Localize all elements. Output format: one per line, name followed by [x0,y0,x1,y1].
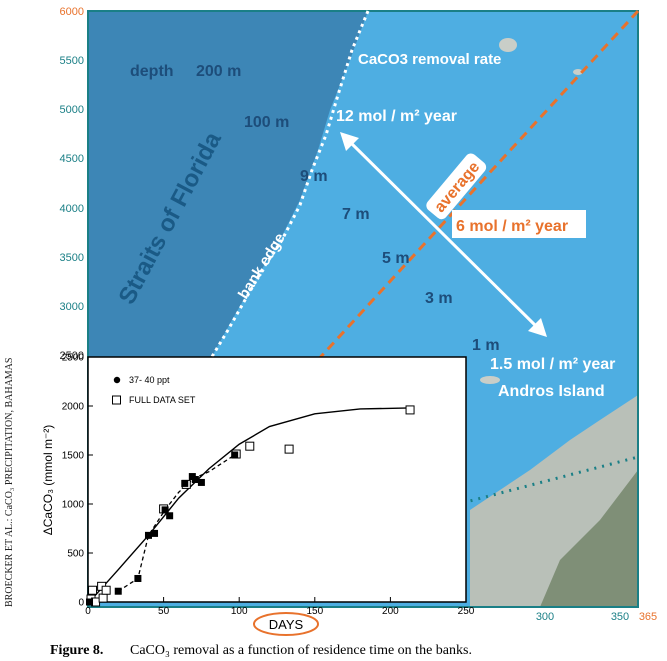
straits-deep-water [88,11,368,400]
small-island [573,69,583,75]
average-rate-label: 6 mol / m² year [456,218,568,235]
filled-square-point [191,476,199,483]
open-square-point [88,585,98,595]
y-tick-label: 1500 [62,451,85,462]
map-tick-label: 3000 [60,301,84,313]
x-tick-label: 150 [306,606,323,617]
legend: 37- 40 ppt FULL DATA SET [112,375,196,405]
y-tick-label: 0 [78,598,84,609]
depth-label: 100 m [244,114,289,131]
open-square-point [98,593,108,603]
removal-rate-title: CaCO3 removal rate [358,51,501,68]
filled-square-point [161,506,169,514]
figure-number: Figure 8. [50,643,103,658]
small-island [499,38,517,52]
map-tick-label: 3500 [60,252,84,264]
legend-series-2: FULL DATA SET [129,395,196,405]
side-citation: BROECKER ET AL.: CaCO₃ PRECIPITATION, BA… [4,358,15,607]
map-frame [87,10,639,608]
open-square-point [405,405,415,415]
filled-square-point [114,587,122,595]
filled-square-point [181,479,189,487]
figure-caption: CaCO₃ removal as a function of residence… [130,643,472,658]
dashed-fit-curve [117,454,236,592]
x-tick-label: 0 [85,606,91,617]
y-tick-label: 2000 [62,402,85,413]
open-square-point [101,585,111,595]
andros-island-label: Andros Island [498,383,605,400]
depth-label: 3 m [425,290,453,307]
depth-label: 5 m [382,250,410,267]
rate-high-label: 12 mol / m² year [336,108,457,125]
open-square-point [284,444,294,454]
arrow-head-up [340,132,359,151]
bank-edge-line [208,10,370,361]
map-tick-label: 4000 [60,203,84,215]
map-tick-label: 5000 [60,104,84,116]
y-tick-label: 500 [67,549,84,560]
filled-square-point [151,529,159,537]
average-rate-box: 6 mol / m² year [452,210,586,238]
filled-square-point [166,512,174,520]
map-tick-label: 350 [611,611,629,623]
plot-background [87,356,467,603]
map-tick-label: 300 [536,611,554,623]
map-left-axis: 6000 5500 5000 4500 4000 3500 3000 2500 [60,6,84,362]
gradient-arrow [344,136,542,332]
map-tick-label: 4500 [60,153,84,165]
filled-square-point [86,598,94,606]
arrow-head-down [528,318,547,337]
small-island [480,376,500,384]
rate-low-label: 1.5 mol / m² year [490,356,615,373]
filled-square-point [134,574,142,582]
depth-label: 1 m [472,337,500,354]
y-axis-label: ΔCaCO₃ (mmol m⁻²) [41,425,55,536]
depth-label: 7 m [342,206,370,223]
x-axis-label: DAYS [269,617,304,632]
y-tick-label: 1000 [62,500,85,511]
x-tick-label: 100 [231,606,248,617]
data-points [86,405,415,607]
map-tick-label: 2500 [60,350,84,362]
map-tick-label: 5500 [60,55,84,67]
depth-label: depth [130,63,174,80]
map-tick-label: 6000 [60,6,84,18]
map-bottom-axis: 300 350 365 [536,611,657,623]
fit-curve [90,407,411,601]
filled-square-point [231,451,239,459]
legend-marker-open [112,395,121,405]
legend-series-1: 37- 40 ppt [129,375,170,385]
depth-label: 9 m [300,168,328,185]
legend-marker-filled [113,376,121,384]
depth-label: 200 m [196,63,241,80]
open-square-point [245,441,255,451]
x-tick-label: 250 [458,606,475,617]
andros-island-vegetation [540,470,638,607]
map-tick-label: 365 [639,611,657,623]
days-label-highlight [253,612,319,636]
filled-square-point [144,531,152,539]
y-tick-label: 2500 [62,353,85,364]
x-tick-label: 50 [158,606,170,617]
x-tick-label: 200 [382,606,399,617]
filled-square-point [197,478,205,486]
